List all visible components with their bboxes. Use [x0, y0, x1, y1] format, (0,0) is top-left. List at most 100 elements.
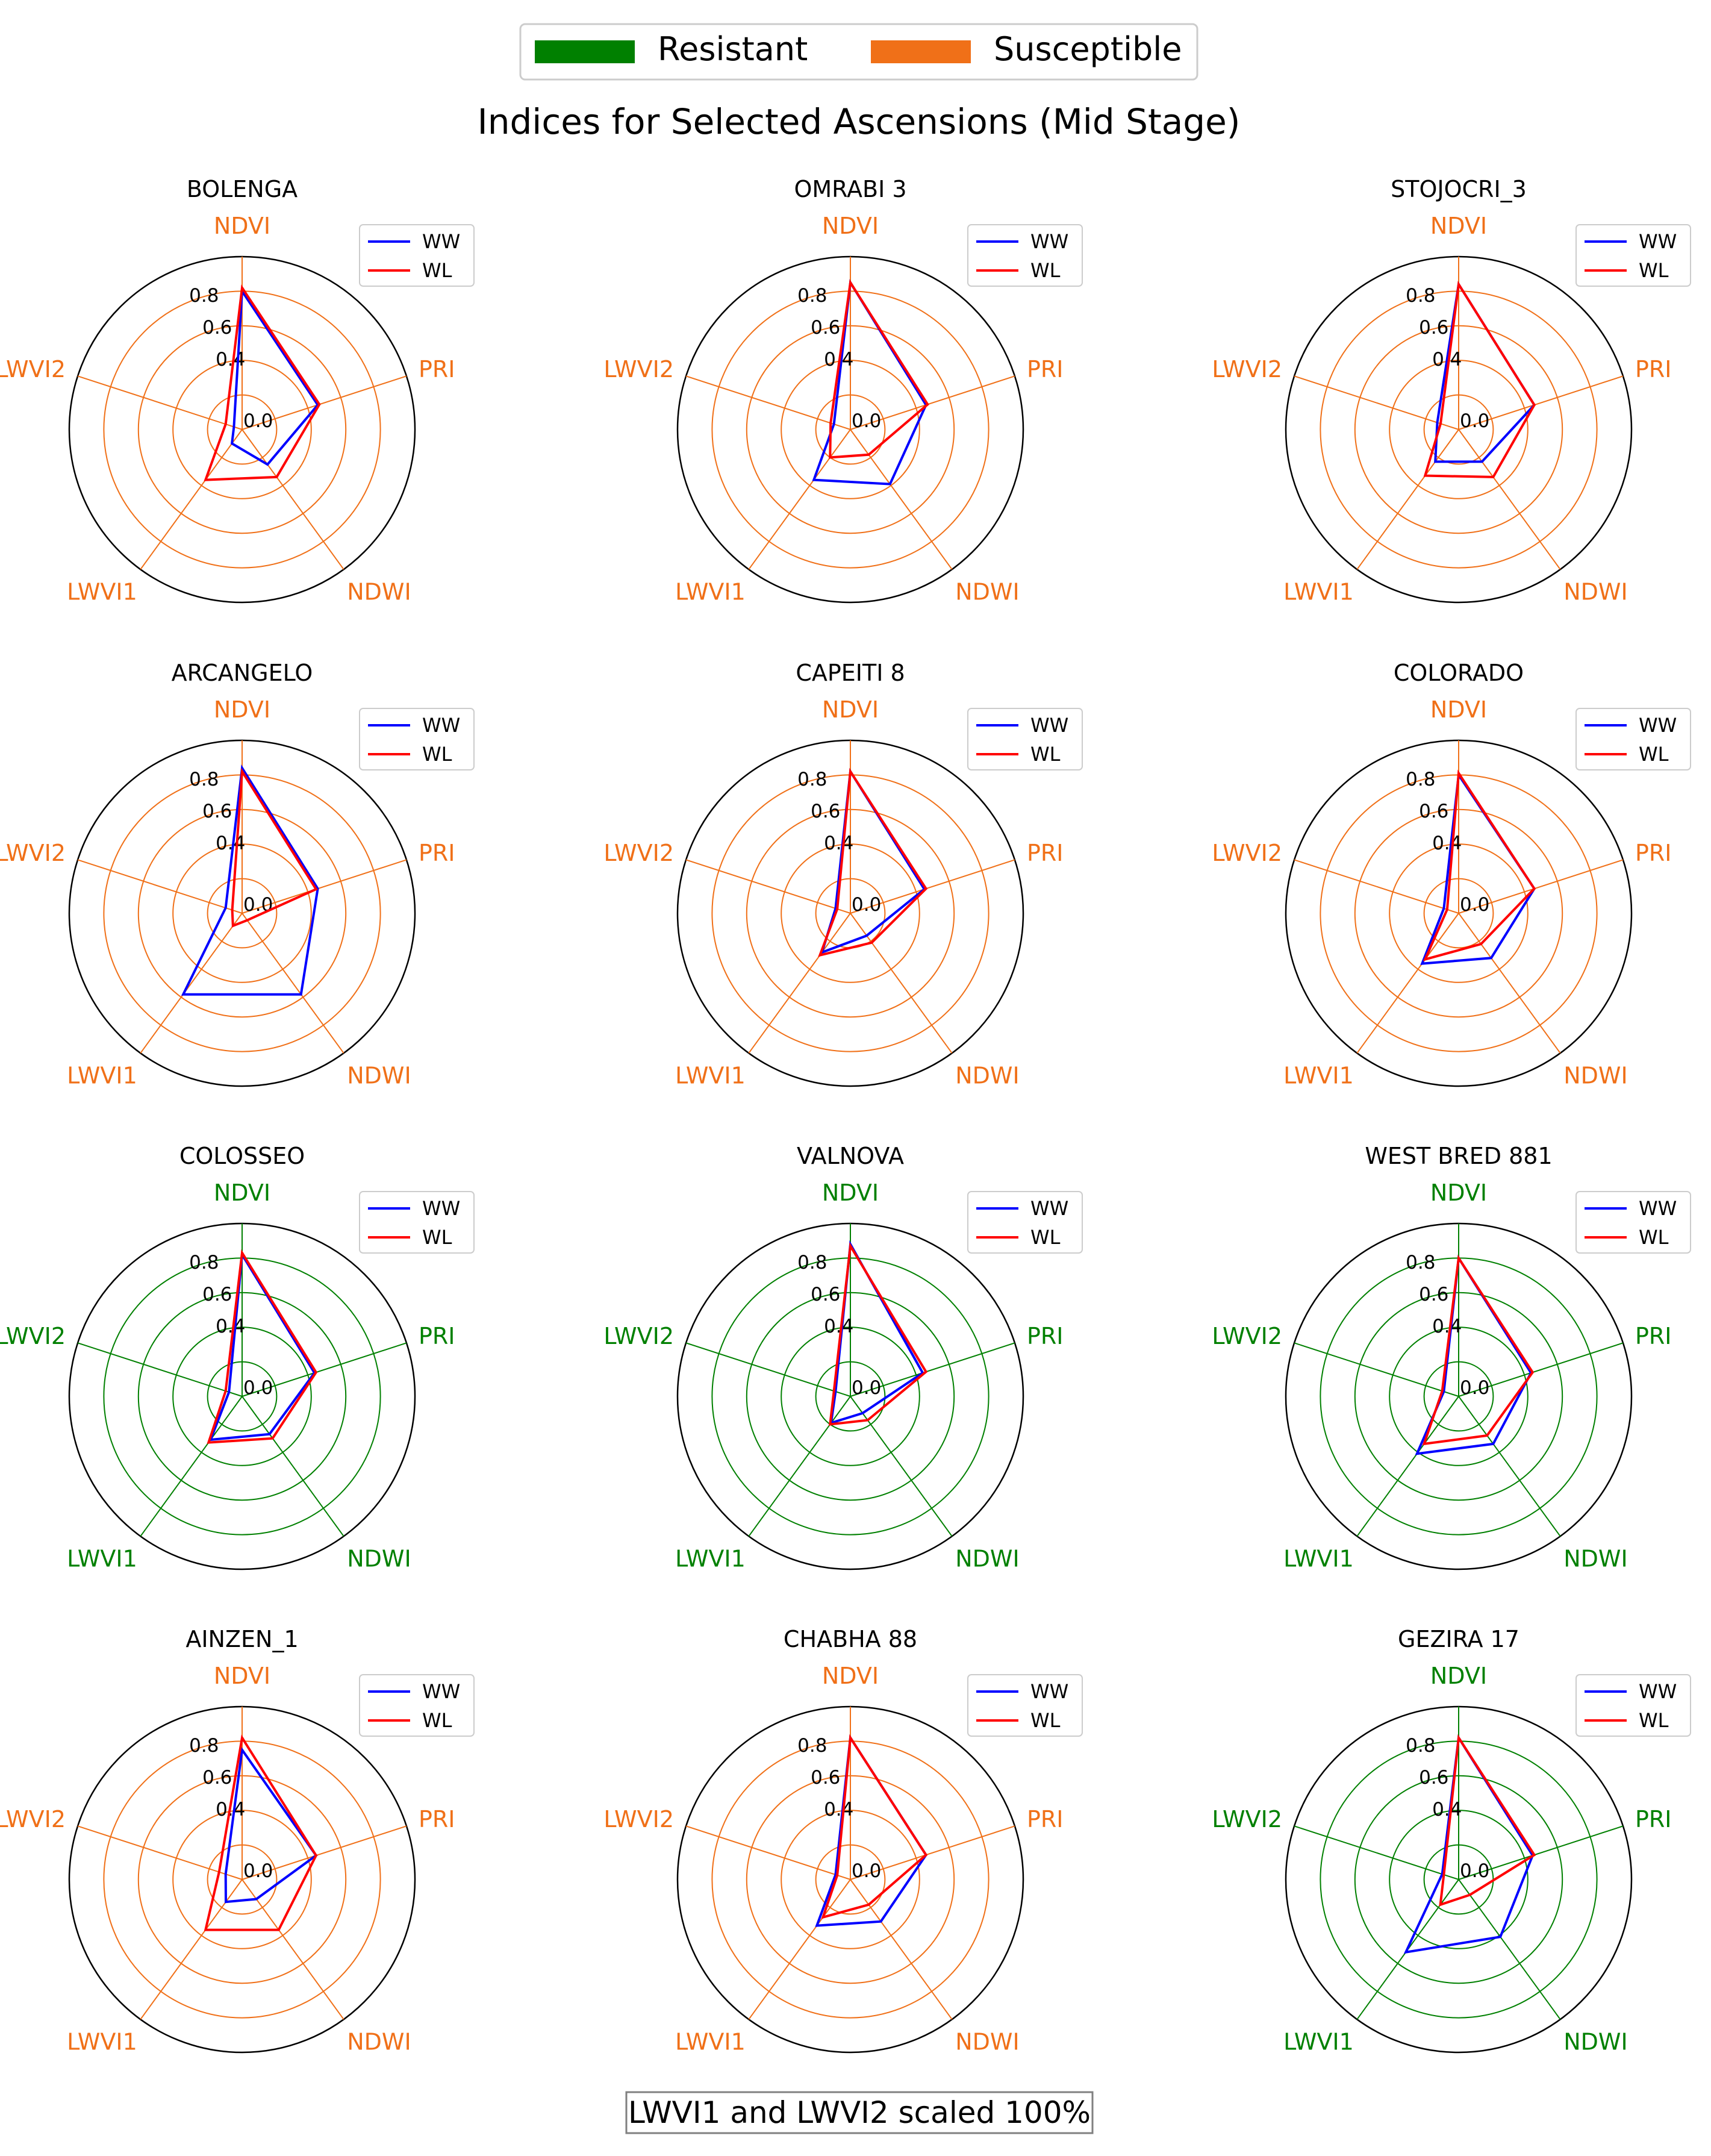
axis-spoke — [242, 1342, 407, 1397]
radial-tick-label: 0.0 — [243, 1377, 273, 1399]
series-legend-label-ww: WW — [422, 1197, 460, 1220]
axis-label-pri: PRI — [1635, 1323, 1672, 1349]
axis-label-ndwi: NDWI — [347, 579, 411, 605]
axis-label-lwvi2: LWVI2 — [1212, 840, 1282, 866]
axis-spoke — [850, 913, 953, 1054]
axis-spoke — [1458, 1396, 1561, 1537]
resistant-swatch — [535, 40, 635, 63]
axis-label-lwvi2: LWVI2 — [603, 1323, 674, 1349]
panel-title: COLORADO — [1394, 660, 1524, 686]
radial-tick-label: 0.8 — [1406, 1252, 1435, 1273]
series-wl-polygon — [1439, 1734, 1536, 1907]
figure-title: Indices for Selected Ascensions (Mid Sta… — [478, 101, 1241, 142]
susceptible-legend-label: Susceptible — [994, 30, 1182, 68]
category-legend-frame — [519, 23, 1198, 81]
axis-spoke — [140, 1396, 243, 1537]
axis-label-lwvi2: LWVI2 — [0, 356, 66, 383]
series-wl-polygon — [231, 767, 318, 928]
radial-tick-label: 0.4 — [824, 1316, 853, 1337]
series-legend: WW WL — [967, 1191, 1083, 1254]
axis-label-ndwi: NDWI — [955, 1546, 1019, 1572]
radial-tick-label: 0.0 — [1460, 894, 1489, 916]
series-legend-label-ww: WW — [422, 230, 460, 253]
radial-tick-label: 0.0 — [852, 894, 881, 916]
axis-spoke — [850, 1342, 1015, 1397]
panel-title: CHABHA 88 — [784, 1626, 917, 1652]
series-wl-polygon — [829, 279, 929, 459]
radial-tick-label: 0.4 — [216, 1316, 245, 1337]
axis-spoke — [1458, 859, 1624, 914]
radial-tick-label: 0.0 — [1460, 410, 1489, 432]
radial-tick-label: 0.6 — [1419, 1767, 1448, 1789]
series-legend-label-wl: WL — [1030, 1709, 1061, 1732]
radial-tick-label: 0.4 — [216, 833, 245, 854]
series-legend: WW WL — [359, 708, 475, 770]
series-legend: WW WL — [1575, 708, 1691, 770]
radial-tick-label: 0.8 — [189, 285, 219, 307]
series-legend: WW WL — [359, 1191, 475, 1254]
axis-label-pri: PRI — [1635, 840, 1672, 866]
axis-label-ndwi: NDWI — [955, 2029, 1019, 2055]
panel-title: WEST BRED 881 — [1365, 1143, 1552, 1169]
axis-spoke — [242, 1396, 344, 1537]
axis-label-lwvi1: LWVI1 — [1283, 2029, 1354, 2055]
radial-tick-label: 0.0 — [243, 1860, 273, 1882]
axis-label-lwvi2: LWVI2 — [603, 356, 674, 383]
series-legend-label-wl: WL — [422, 1226, 452, 1249]
radial-tick-label: 0.8 — [797, 1252, 827, 1273]
radial-tick-label: 0.8 — [189, 1735, 219, 1757]
panel-title: VALNOVA — [797, 1143, 904, 1169]
axis-label-ndwi: NDWI — [347, 1546, 411, 1572]
axis-label-pri: PRI — [1635, 356, 1672, 383]
series-legend-label-ww: WW — [1030, 714, 1068, 737]
radial-tick-label: 0.0 — [1460, 1860, 1489, 1882]
radial-tick-label: 0.0 — [852, 1860, 881, 1882]
axis-spoke — [1458, 913, 1561, 1054]
series-legend-label-ww: WW — [1639, 230, 1677, 253]
axis-label-lwvi1: LWVI1 — [67, 2029, 137, 2055]
series-legend-label-wl: WL — [422, 743, 452, 766]
axis-spoke — [1294, 375, 1459, 430]
axis-spoke — [748, 913, 851, 1054]
axis-spoke — [850, 1879, 953, 2020]
axis-label-pri: PRI — [1635, 1806, 1672, 1833]
axis-spoke — [1294, 1342, 1459, 1397]
series-legend-label-wl: WL — [1030, 259, 1061, 282]
series-legend-label-wl: WL — [422, 1709, 452, 1732]
series-ww-polygon — [1415, 1254, 1533, 1455]
axis-spoke — [850, 859, 1015, 914]
axis-label-lwvi1: LWVI1 — [1283, 579, 1354, 605]
series-legend-label-ww: WW — [1030, 1680, 1068, 1703]
series-legend: WW WL — [1575, 224, 1691, 287]
series-legend: WW WL — [967, 224, 1083, 287]
axis-label-pri: PRI — [1027, 1806, 1064, 1833]
series-legend-label-wl: WL — [1639, 743, 1669, 766]
radial-tick-label: 0.6 — [811, 801, 840, 822]
radar-panel-colosseo: COLOSSEO NDVI PRI NDWI LWVI1 LWVI2 0.0 0.4 0.6 0.… — [0, 1143, 475, 1572]
series-legend: WW WL — [967, 708, 1083, 770]
radar-panel-arcangelo: ARCANGELO NDVI PRI NDWI LWVI1 LWVI2 0.0 0.4 0.6 0… — [0, 660, 475, 1089]
series-wl-polygon — [1423, 281, 1536, 478]
axis-label-lwvi2: LWVI2 — [603, 1806, 674, 1833]
radar-panels: BOLENGA NDVI PRI NDWI LWVI1 LWVI2 0.0 0.4 0.6 0.8… — [0, 176, 1691, 2055]
resistant-legend-label: Resistant — [658, 30, 808, 68]
axis-label-lwvi1: LWVI1 — [1283, 1546, 1354, 1572]
series-wl-polygon — [204, 284, 321, 481]
series-legend-label-wl: WL — [1639, 1226, 1669, 1249]
radial-tick-label: 0.8 — [189, 769, 219, 790]
axis-label-lwvi1: LWVI1 — [67, 1546, 137, 1572]
axis-label-lwvi1: LWVI1 — [67, 1063, 137, 1089]
series-ww-polygon — [1403, 1734, 1535, 1954]
axis-label-ndvi: NDVI — [822, 1663, 879, 1689]
axis-label-lwvi1: LWVI1 — [675, 1546, 746, 1572]
series-ww-polygon — [1434, 281, 1536, 463]
axis-label-ndwi: NDWI — [347, 2029, 411, 2055]
axis-spoke — [685, 859, 851, 914]
axis-label-lwvi2: LWVI2 — [1212, 1323, 1282, 1349]
series-wl-polygon — [204, 1734, 318, 1931]
radial-tick-label: 0.8 — [189, 1252, 219, 1273]
axis-label-ndvi: NDVI — [1430, 696, 1487, 723]
series-ww-polygon — [208, 1251, 316, 1442]
axis-spoke — [1294, 1825, 1459, 1880]
